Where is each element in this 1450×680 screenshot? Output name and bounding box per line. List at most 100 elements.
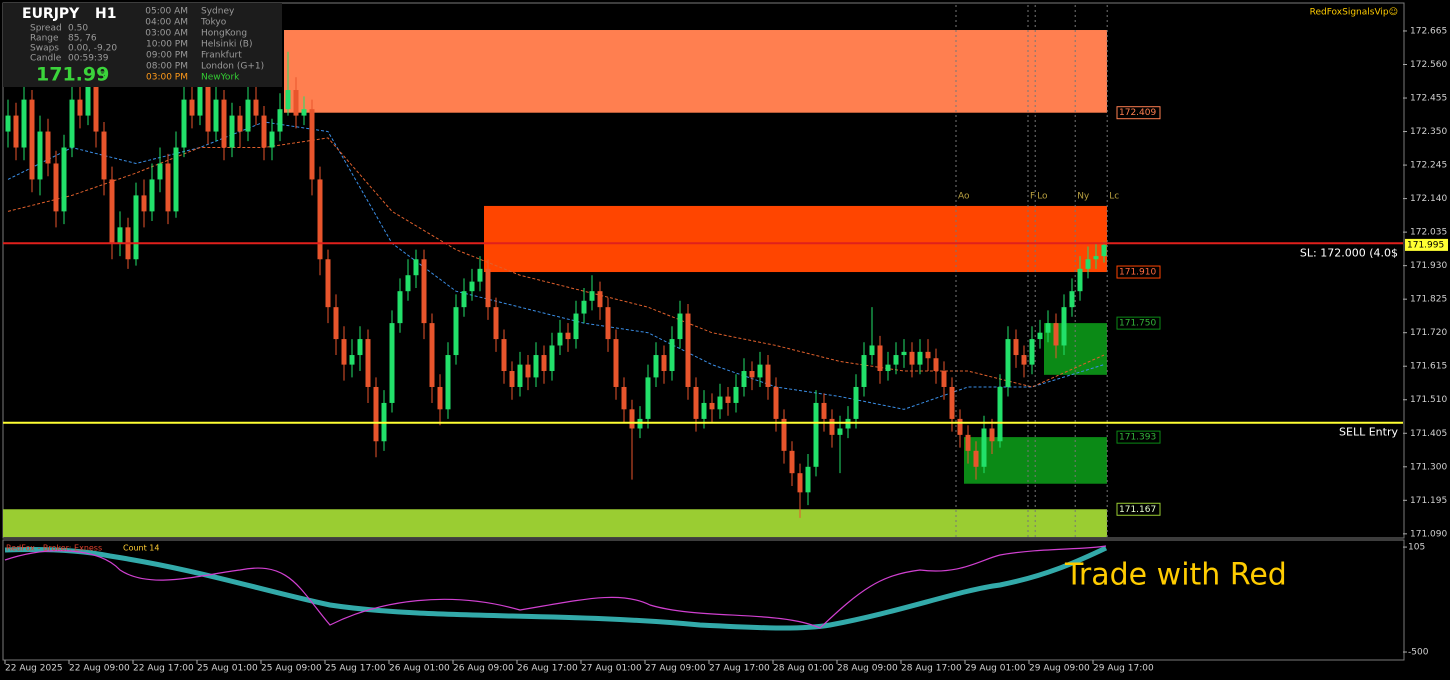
level-label: SL: 172.000 (4.0$: [1300, 246, 1398, 259]
x-tick-label: 26 Aug 09:00: [453, 664, 514, 674]
candle-body: [765, 364, 771, 387]
session-time: 10:00 PM: [146, 40, 188, 50]
candle-body: [357, 339, 363, 356]
candle-body: [165, 163, 171, 212]
candle-body: [117, 227, 123, 244]
candle-body: [149, 179, 155, 212]
candle-body: [301, 109, 307, 116]
panel-price: 171.99: [36, 64, 109, 86]
candle-body: [653, 355, 659, 378]
candle-body: [725, 396, 731, 403]
zone-label-box: [1116, 316, 1161, 330]
candle-body: [365, 339, 371, 387]
caption: Trade with Red: [1064, 558, 1287, 593]
candle-body: [717, 396, 723, 410]
candle-body: [277, 109, 283, 132]
candle-body: [693, 386, 699, 419]
candle-body: [661, 355, 667, 372]
candle-body: [917, 351, 923, 365]
current-price-label: 171.995: [1407, 240, 1444, 250]
zone-label: 171.167: [1119, 505, 1156, 515]
candle-body: [77, 99, 83, 116]
candle-body: [413, 259, 419, 276]
candle-body: [341, 339, 347, 365]
info-panel: EURJPY H1 171.99 5: [3, 3, 282, 87]
candle-body: [813, 402, 819, 467]
candle-body: [109, 179, 115, 244]
candle-body: [5, 115, 11, 132]
zone-label-box: [1116, 430, 1161, 444]
candle-body: [29, 99, 35, 180]
candle-body: [701, 402, 707, 419]
panel-value: 85, 76: [68, 34, 97, 44]
candle-body: [581, 300, 587, 314]
candle-body: [621, 386, 627, 410]
candle-body: [973, 450, 979, 467]
y-tick-label: 172.560: [1410, 60, 1447, 70]
zone: [484, 205, 1107, 273]
candle-body: [1053, 323, 1059, 346]
candle-body: [645, 377, 651, 419]
symbol: EURJPY: [22, 6, 80, 22]
candle-body: [181, 99, 187, 148]
candle-body: [13, 115, 19, 148]
candle-body: [485, 268, 491, 308]
candle-body: [1085, 259, 1091, 269]
candle-body: [173, 147, 179, 212]
candle-body: [821, 402, 827, 419]
candle-body: [517, 364, 523, 387]
x-tick-label: 25 Aug 09:00: [261, 664, 322, 674]
zone-label: 171.750: [1119, 319, 1156, 329]
candle-body: [965, 434, 971, 451]
candle-body: [773, 386, 779, 419]
candle-body: [1069, 291, 1075, 308]
candle-body: [797, 473, 803, 493]
x-tick-label: 27 Aug 01:00: [581, 664, 642, 674]
candle-body: [477, 268, 483, 282]
session-time: 08:00 PM: [146, 62, 188, 72]
candle-body: [685, 313, 691, 387]
x-tick-label: 25 Aug 01:00: [197, 664, 258, 674]
candle-body: [997, 386, 1003, 442]
x-tick-label: 29 Aug 17:00: [1093, 664, 1154, 674]
session-marker-label: Ao: [958, 192, 970, 202]
candle-body: [589, 291, 595, 301]
candle-body: [1021, 355, 1027, 365]
session-time: 05:00 AM: [145, 7, 188, 17]
x-tick-label: 22 Aug 2025: [5, 664, 63, 674]
candle-body: [309, 109, 315, 180]
candle-body: [509, 371, 515, 387]
candle-body: [805, 466, 811, 493]
candle-body: [37, 131, 43, 180]
oscillator-line: [4, 545, 1107, 629]
candle-body: [469, 281, 475, 292]
zones: [3, 30, 1107, 538]
y-tick-label: 171.930: [1410, 261, 1447, 271]
candle-body: [397, 291, 403, 324]
candle-body: [373, 386, 379, 442]
candle-body: [893, 355, 899, 365]
x-tick-label: 22 Aug 17:00: [133, 664, 194, 674]
y-tick-label: 172.665: [1410, 26, 1447, 36]
candle-body: [93, 83, 99, 132]
candle-body: [557, 332, 563, 346]
timeframe: H1: [95, 6, 116, 22]
candle-body: [437, 386, 443, 410]
candle-body: [221, 99, 227, 148]
y-tick-label: 172.035: [1410, 228, 1447, 238]
zone-label-box: [1116, 502, 1161, 516]
level-label: SELL Entry: [1339, 426, 1398, 439]
candle-body: [389, 323, 395, 403]
candle-body: [1029, 339, 1035, 365]
y-tick-label: 172.455: [1410, 94, 1447, 104]
candle-body: [349, 355, 355, 365]
candle-body: [1077, 268, 1083, 292]
candle-body: [45, 131, 51, 164]
x-tick-label: 29 Aug 01:00: [965, 664, 1026, 674]
session-time: 04:00 AM: [145, 18, 188, 28]
candle-body: [941, 371, 947, 387]
y-tick-label: 172.140: [1410, 194, 1447, 204]
candle-body: [197, 83, 203, 116]
candle-body: [157, 163, 163, 180]
session-marker-label: Ny: [1077, 192, 1090, 202]
